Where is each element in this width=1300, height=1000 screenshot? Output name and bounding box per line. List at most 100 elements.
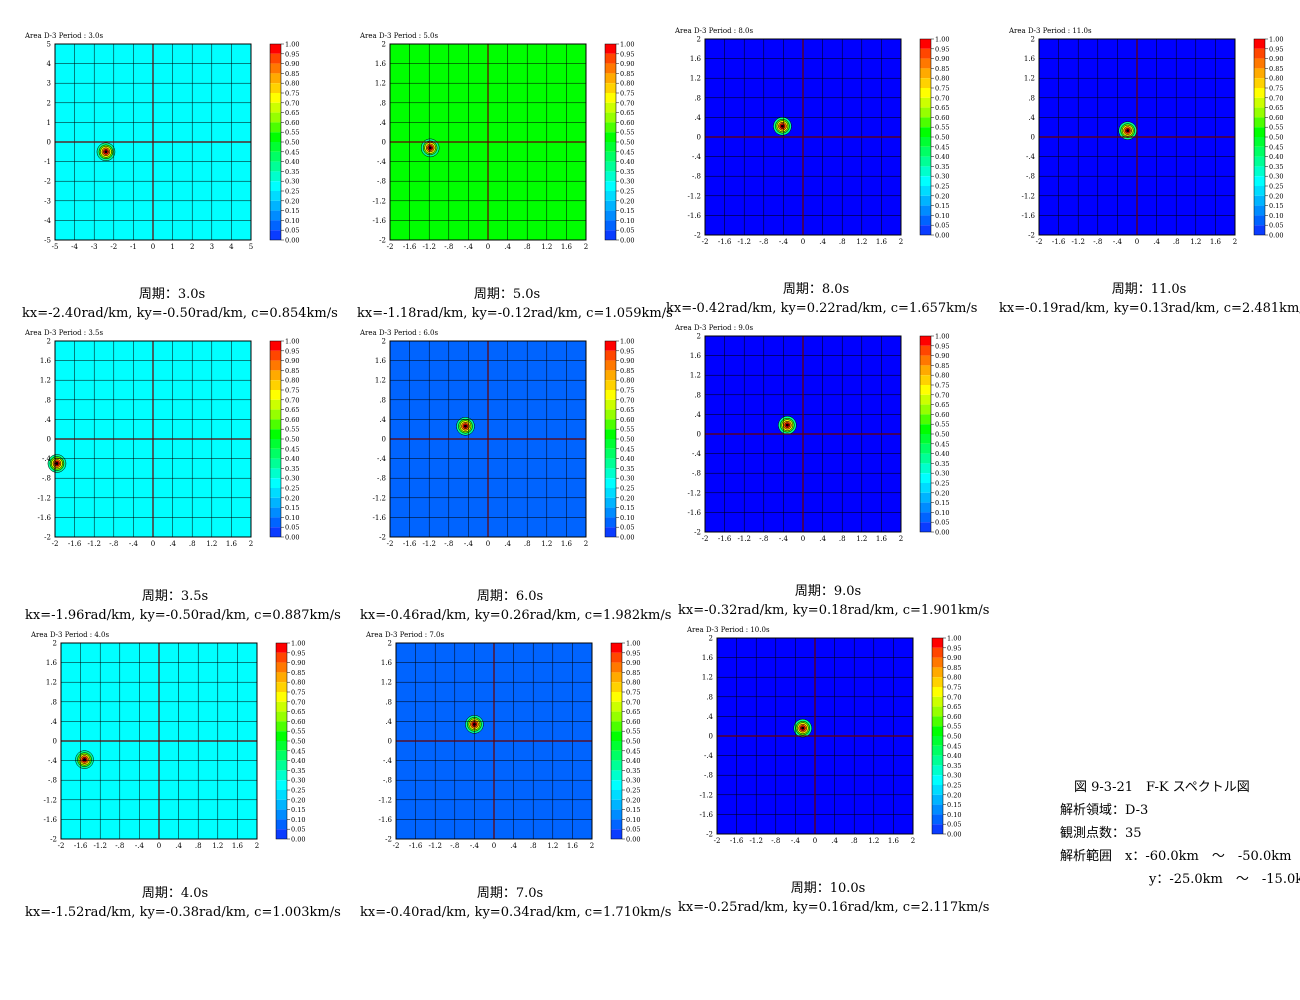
peak-center	[1126, 129, 1130, 133]
y-tick-label: 1.6	[40, 357, 52, 365]
x-tick-label: .8	[1173, 238, 1180, 246]
colorbar-cell	[270, 44, 281, 54]
colorbar-cell	[920, 156, 931, 167]
y-tick-label: -1.2	[373, 197, 387, 205]
x-tick-label: 1.6	[232, 842, 244, 850]
colorbar-cell	[1254, 117, 1265, 128]
x-tick-label: -2	[387, 243, 394, 251]
peak-center	[801, 726, 805, 730]
period-label: 周期：3.0s	[138, 287, 206, 302]
y-tick-label: .4	[44, 416, 51, 424]
colorbar-label: 0.90	[626, 659, 640, 667]
colorbar-label: 0.65	[620, 109, 634, 117]
colorbar-label: 0.05	[947, 821, 961, 829]
peak-center	[785, 423, 789, 427]
y-tick-label: .8	[379, 396, 386, 404]
colorbar-label: 0.90	[620, 357, 634, 365]
x-tick-label: -1.6	[1052, 238, 1066, 246]
colorbar-cell	[276, 829, 287, 839]
colorbar-cell	[920, 195, 931, 206]
y-tick-label: .4	[1028, 114, 1035, 122]
y-tick-label: 1.2	[40, 377, 51, 385]
colorbar-cell	[270, 83, 281, 93]
colorbar-label: 0.65	[620, 406, 634, 414]
colorbar-label: 0.80	[620, 80, 634, 88]
colorbar-cell	[605, 53, 616, 64]
colorbar-label: 0.80	[285, 80, 299, 88]
colorbar-cell	[270, 517, 281, 528]
colorbar-label: 0.35	[620, 465, 634, 473]
colorbar-label: 0.95	[285, 347, 299, 355]
colorbar-cell	[611, 809, 622, 820]
colorbar-cell	[920, 68, 931, 79]
y-tick-label: -1.2	[38, 494, 52, 502]
colorbar-label: 0.00	[620, 237, 634, 245]
colorbar-cell	[276, 799, 287, 810]
y-tick-label: -2	[1028, 232, 1035, 240]
colorbar-label: 0.65	[1269, 104, 1283, 112]
colorbar-cell	[605, 350, 616, 361]
y-tick-label: 2	[382, 338, 386, 346]
spectral-peak	[96, 142, 116, 162]
colorbar-label: 0.20	[626, 796, 640, 804]
x-tick-label: -1.6	[403, 243, 417, 251]
x-tick-label: -1.2	[1071, 238, 1085, 246]
colorbar-cell	[1254, 97, 1265, 108]
y-tick-label: .4	[694, 114, 701, 122]
y-tick-label: -.4	[704, 752, 714, 760]
colorbar-cell	[270, 161, 281, 172]
y-tick-label: 1.2	[381, 679, 392, 687]
x-tick-label: .8	[839, 535, 846, 543]
colorbar-cell	[611, 799, 622, 810]
colorbar-cell	[932, 765, 943, 776]
y-tick-label: 1.2	[1024, 75, 1035, 83]
colorbar-label: 0.85	[620, 70, 634, 78]
colorbar-label: 0.40	[620, 455, 634, 463]
colorbar-label: 0.45	[620, 148, 634, 156]
x-tick-label: 1.2	[541, 540, 552, 548]
colorbar-label: 0.30	[935, 470, 949, 478]
colorbar-cell	[920, 345, 931, 356]
y-tick-label: .4	[385, 718, 392, 726]
x-tick-label: -2	[714, 837, 721, 845]
analysis-range-x: 解析範囲 x：-60.0km ～ -50.0km	[1060, 849, 1292, 864]
x-tick-label: 0	[492, 842, 496, 850]
period-label: 周期：5.0s	[473, 287, 541, 302]
colorbar-label: 0.85	[285, 70, 299, 78]
x-tick-label: .4	[169, 540, 176, 548]
colorbar-label: 0.70	[1269, 94, 1283, 102]
x-tick-label: .4	[504, 243, 511, 251]
plot-frame	[54, 340, 252, 538]
colorbar-label: 0.35	[285, 465, 299, 473]
colorbar-cell	[605, 132, 616, 142]
y-tick-label: -.4	[42, 455, 52, 463]
colorbar-cell	[276, 643, 287, 653]
x-tick-label: -2	[702, 238, 709, 246]
y-tick-label: -.4	[377, 455, 387, 463]
colorbar-label: 0.20	[285, 494, 299, 502]
colorbar-cell	[611, 721, 622, 732]
colorbar-label: 0.30	[620, 475, 634, 483]
peak-center	[104, 150, 108, 154]
x-tick-label: -4	[71, 243, 78, 251]
y-tick-label: .4	[379, 416, 386, 424]
fk-panel-4-0s: Area D-3 Period : 4.0s -2 -1.6 -1.2 -.8 -.4 0.…	[28, 627, 318, 857]
spectral-peak	[75, 750, 94, 769]
colorbar-cell	[605, 191, 616, 201]
colorbar-cell	[605, 122, 616, 133]
colorbar-cell	[920, 336, 931, 346]
colorbar-cell	[1254, 58, 1265, 69]
x-tick-label: -2	[110, 243, 117, 251]
colorbar-label: 0.45	[291, 747, 305, 755]
colorbar-label: 1.00	[935, 333, 949, 341]
colorbar-label: 0.35	[935, 163, 949, 171]
colorbar-cell	[932, 647, 943, 658]
colorbar-label: 0.20	[620, 494, 634, 502]
y-tick-label: -2	[694, 529, 701, 537]
x-tick-label: -2	[387, 540, 394, 548]
y-tick-label: -4	[44, 217, 51, 225]
y-tick-label: 2	[47, 99, 51, 107]
x-tick-label: 5	[249, 243, 253, 251]
fk-panel-6-0s: Area D-3 Period : 6.0s -2 -1.6 -1.2 -.8 -.4 0.…	[357, 325, 647, 555]
colorbar-label: 0.70	[285, 99, 299, 107]
